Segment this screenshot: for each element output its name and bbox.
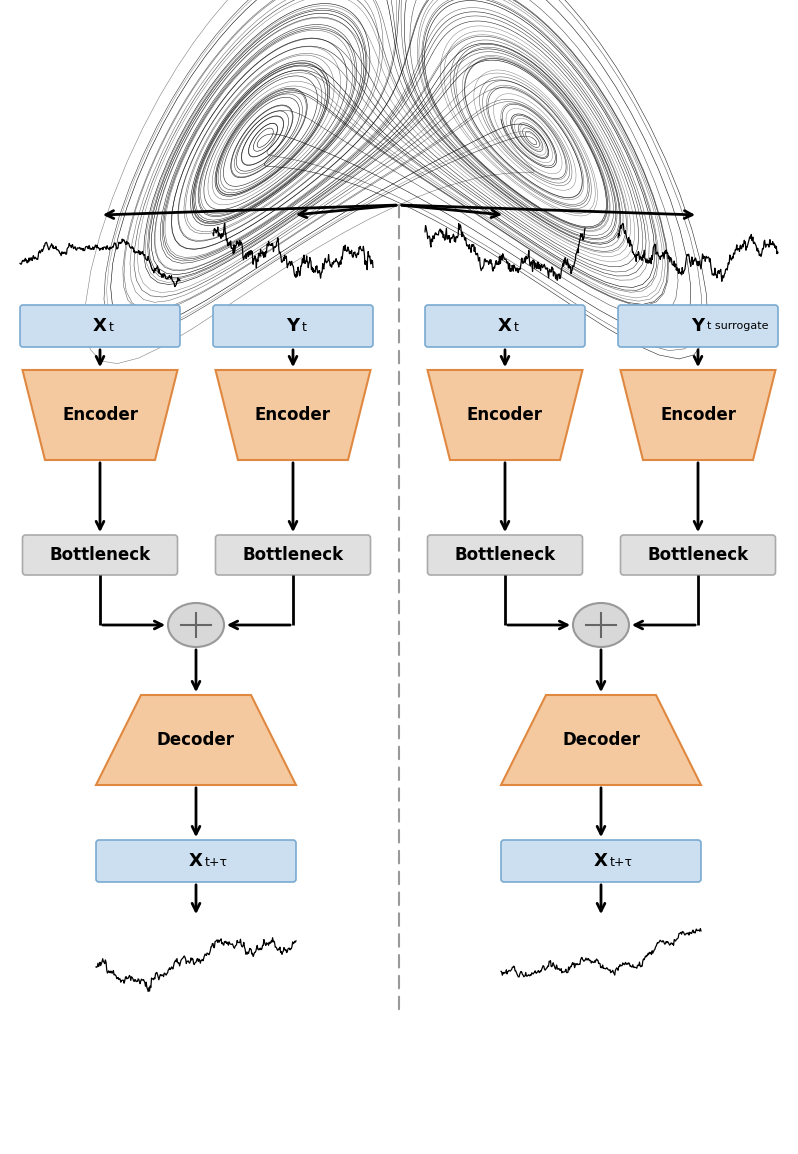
Text: X: X bbox=[93, 317, 107, 335]
FancyBboxPatch shape bbox=[428, 535, 583, 575]
Text: Decoder: Decoder bbox=[562, 730, 640, 749]
Text: X: X bbox=[594, 852, 608, 870]
Polygon shape bbox=[96, 695, 296, 785]
Text: Bottleneck: Bottleneck bbox=[49, 546, 151, 564]
FancyBboxPatch shape bbox=[22, 535, 177, 575]
Text: t+τ: t+τ bbox=[205, 856, 228, 869]
Ellipse shape bbox=[573, 604, 629, 647]
FancyBboxPatch shape bbox=[425, 305, 585, 347]
FancyBboxPatch shape bbox=[215, 535, 370, 575]
Text: Encoder: Encoder bbox=[660, 406, 736, 424]
Text: Bottleneck: Bottleneck bbox=[454, 546, 555, 564]
FancyBboxPatch shape bbox=[96, 840, 296, 882]
Polygon shape bbox=[215, 370, 370, 460]
Text: Encoder: Encoder bbox=[467, 406, 543, 424]
Polygon shape bbox=[428, 370, 583, 460]
Text: Bottleneck: Bottleneck bbox=[647, 546, 749, 564]
Text: X: X bbox=[498, 317, 512, 335]
FancyBboxPatch shape bbox=[20, 305, 180, 347]
Text: t: t bbox=[514, 321, 519, 334]
Text: Encoder: Encoder bbox=[62, 406, 138, 424]
FancyBboxPatch shape bbox=[213, 305, 373, 347]
FancyBboxPatch shape bbox=[621, 535, 776, 575]
Ellipse shape bbox=[168, 604, 224, 647]
Polygon shape bbox=[501, 695, 701, 785]
Text: t: t bbox=[302, 321, 307, 334]
Text: Encoder: Encoder bbox=[255, 406, 331, 424]
Text: X: X bbox=[189, 852, 203, 870]
Text: Decoder: Decoder bbox=[157, 730, 235, 749]
Text: Bottleneck: Bottleneck bbox=[243, 546, 344, 564]
Polygon shape bbox=[621, 370, 776, 460]
Text: t: t bbox=[109, 321, 114, 334]
FancyBboxPatch shape bbox=[618, 305, 778, 347]
Text: t surrogate: t surrogate bbox=[707, 321, 768, 331]
Polygon shape bbox=[22, 370, 177, 460]
Text: Y: Y bbox=[286, 317, 299, 335]
Text: t+τ: t+τ bbox=[610, 856, 633, 869]
FancyBboxPatch shape bbox=[501, 840, 701, 882]
Text: Y: Y bbox=[691, 317, 705, 335]
